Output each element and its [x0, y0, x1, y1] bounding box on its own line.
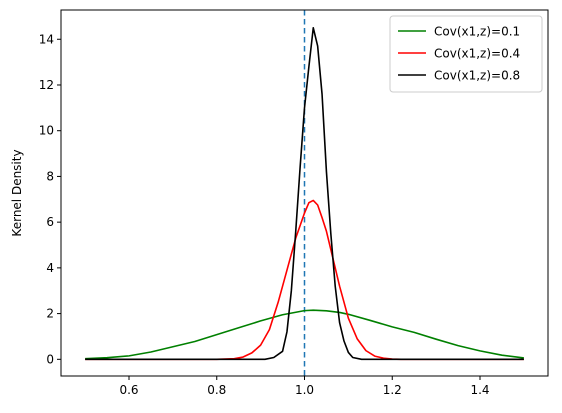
x-tick-label: 1.4 [470, 383, 489, 397]
legend-label-2: Cov(x1,z)=0.4 [434, 47, 520, 61]
y-tick-label: 6 [46, 215, 54, 229]
legend-label-3: Cov(x1,z)=0.8 [434, 69, 520, 83]
y-tick-label: 8 [46, 169, 54, 183]
x-tick-label: 1.2 [383, 383, 402, 397]
legend-label-1: Cov(x1,z)=0.1 [434, 25, 520, 39]
series-line-3 [85, 27, 524, 361]
series-line-2 [85, 199, 524, 361]
y-tick-label: 4 [46, 261, 54, 275]
y-tick-label: 14 [39, 32, 54, 46]
x-tick-label: 1.0 [295, 383, 314, 397]
legend: Cov(x1,z)=0.1 Cov(x1,z)=0.4 Cov(x1,z)=0.8 [389, 15, 543, 93]
series-line-1 [85, 309, 524, 360]
legend-box [389, 15, 543, 93]
x-tick-label: 0.8 [207, 383, 226, 397]
y-tick-label: 12 [39, 78, 54, 92]
y-axis-label: Kernel Density [10, 149, 24, 236]
y-tick-label: 2 [46, 307, 54, 321]
x-axis: 0.6 0.8 1.0 1.2 1.4 [119, 376, 490, 397]
y-tick-label: 10 [39, 124, 54, 138]
x-tick-label: 0.6 [119, 383, 138, 397]
plot-layer [85, 10, 524, 376]
y-axis: 0 2 4 6 8 10 12 14 [39, 32, 61, 366]
y-tick-label: 0 [46, 352, 54, 366]
